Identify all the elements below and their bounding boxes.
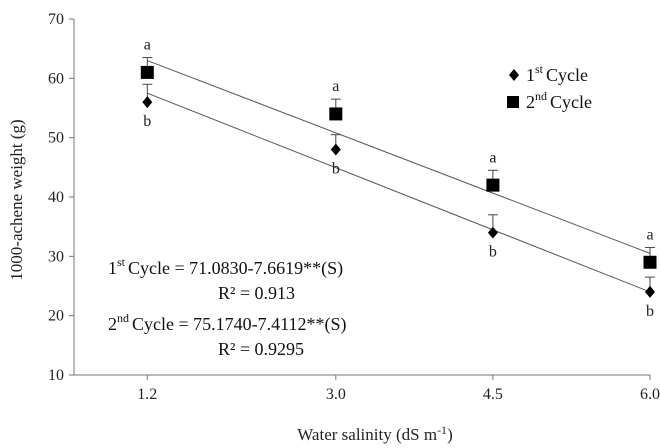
fit-line-1st-cycle: [147, 92, 651, 293]
legend-item-1st-cycle: 1st Cycle: [509, 62, 588, 85]
y-tick-label: 20: [48, 308, 64, 325]
data-markers: [140, 65, 657, 298]
diamond-marker-icon: [509, 69, 519, 81]
y-tick-label: 10: [48, 367, 64, 384]
data-point-square: [643, 255, 657, 269]
data-point-diamond: [487, 226, 498, 239]
significance-letter: a: [144, 37, 151, 54]
significance-letters: b b b b a a a a: [143, 37, 654, 320]
fit-line-2nd-cycle: [147, 60, 651, 254]
data-point-diamond: [645, 285, 655, 298]
x-tick-label: 3.0: [326, 386, 346, 403]
regression-equations: 1st Cycle = 71.0830-7.6619**(S) R² = 0.91…: [108, 255, 346, 359]
equation-1st-cycle: 1st Cycle = 71.0830-7.6619**(S): [108, 255, 343, 279]
y-tick-label: 30: [48, 248, 64, 265]
significance-letter: b: [646, 303, 654, 320]
r2-2nd-cycle: R² = 0.9295: [218, 339, 304, 359]
square-marker-icon: [507, 96, 519, 108]
data-point-square: [486, 178, 500, 192]
y-tick-label: 50: [48, 130, 64, 147]
axes: 10 20 30 40 50 60 70 1.2 3.0 4.5 6.0: [48, 11, 660, 403]
significance-letter: a: [646, 226, 653, 243]
equation-2nd-cycle: 2nd Cycle = 75.1740-7.4112**(S): [108, 311, 346, 335]
y-tick-label: 60: [48, 70, 64, 87]
significance-letter: b: [143, 113, 151, 130]
significance-letter: b: [332, 161, 340, 178]
significance-letter: a: [489, 149, 496, 166]
x-tick-label: 1.2: [137, 386, 157, 403]
data-point-square: [329, 107, 343, 121]
y-tick-label: 70: [48, 11, 64, 28]
x-tick-label: 6.0: [640, 386, 660, 403]
significance-letter: a: [332, 78, 339, 95]
x-tick-label: 4.5: [483, 386, 503, 403]
y-tick-label: 40: [48, 189, 64, 206]
y-axis-label: 1000-achene weight (g): [7, 119, 26, 280]
legend-item-2nd-cycle: 2nd Cycle: [507, 89, 592, 112]
significance-letter: b: [489, 244, 497, 261]
data-point-diamond: [330, 143, 341, 156]
legend: 1st Cycle 2nd Cycle: [507, 62, 592, 112]
regression-lines: [147, 60, 651, 293]
data-point-square: [140, 65, 154, 79]
data-point-diamond: [142, 96, 153, 109]
x-axis-label: Water salinity (dS m-1): [297, 423, 452, 444]
r2-1st-cycle: R² = 0.913: [218, 283, 295, 303]
